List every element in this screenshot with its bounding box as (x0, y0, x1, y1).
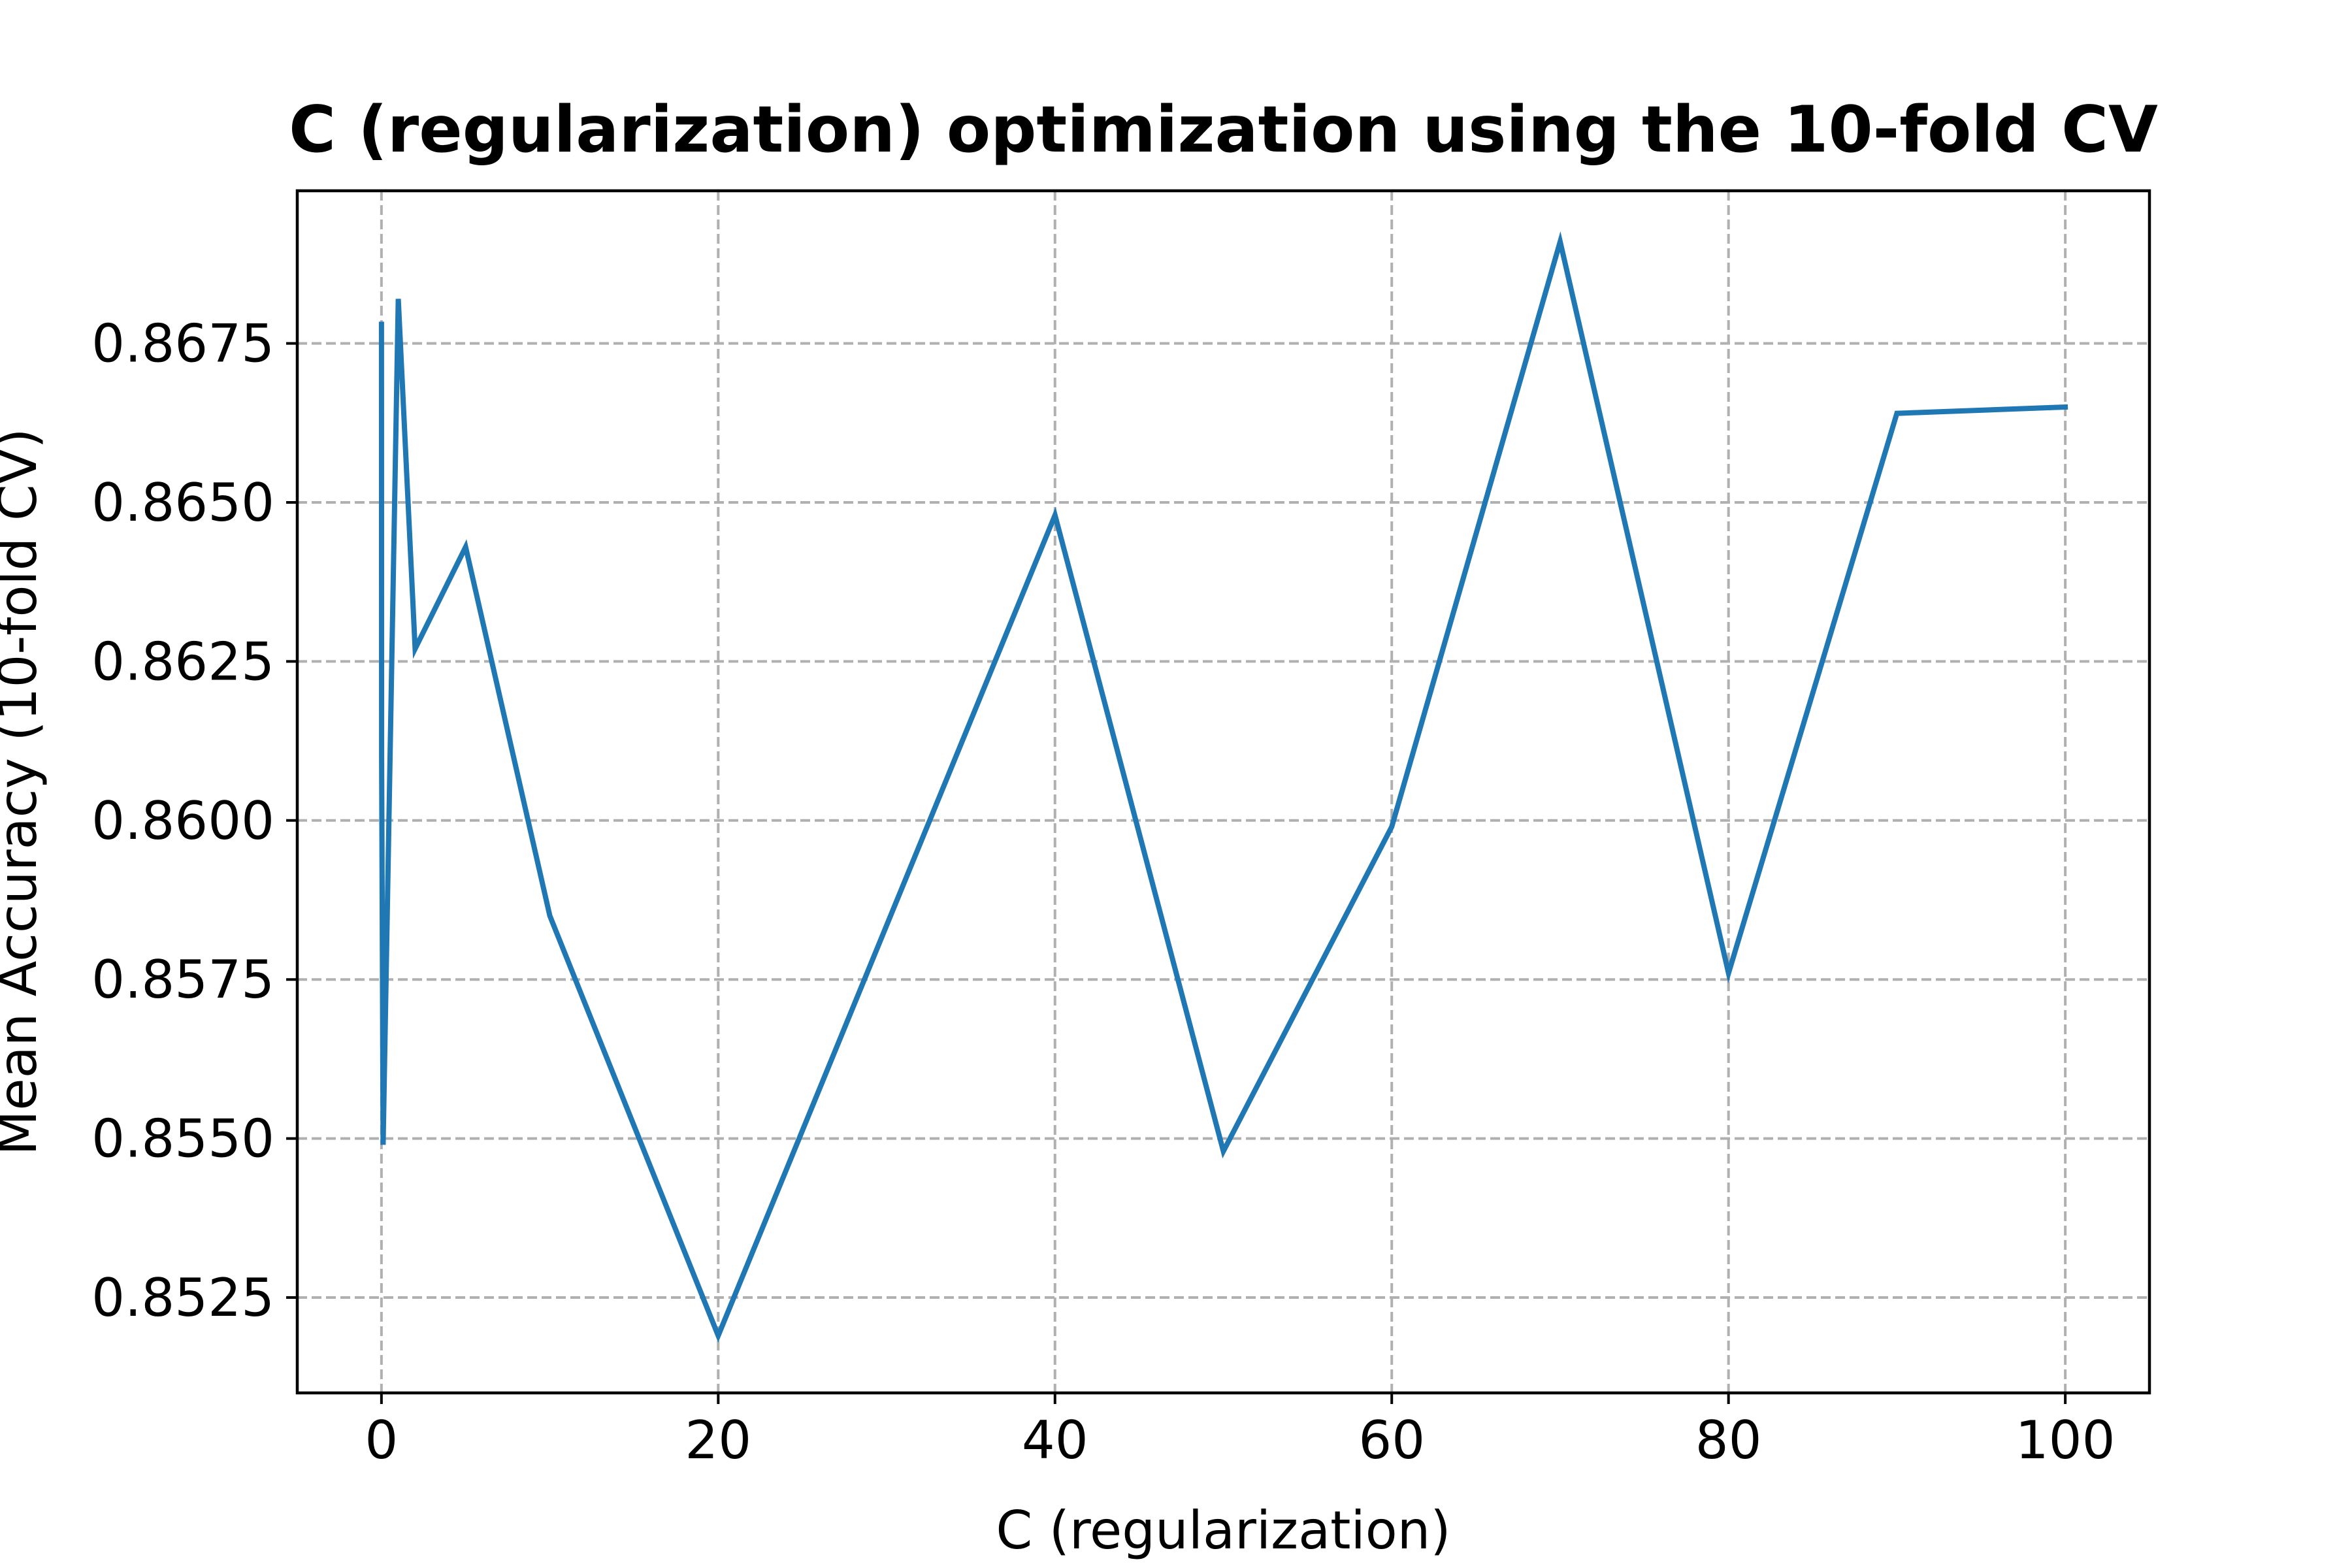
y-tick-label: 0.8575 (91, 949, 274, 1010)
y-tick-label: 0.8675 (91, 314, 274, 374)
plot-frame (295, 189, 2151, 1395)
y-axis-label: Mean Accuracy (10-fold CV) (0, 428, 48, 1155)
y-tick-label: 0.8550 (91, 1109, 274, 1169)
x-tick-label: 80 (1695, 1410, 1762, 1471)
ticks-layer: 0 20 40 60 80 100 0.8525 0.8550 0.8575 0.8600 0.86… (91, 314, 2115, 1471)
y-tick-label: 0.8600 (91, 791, 274, 851)
x-tick-label: 0 (365, 1410, 398, 1471)
x-axis-label: C (regularization) (996, 1500, 1450, 1561)
chart-title: C (regularization) optimization using th… (289, 93, 2158, 167)
x-tick-label: 100 (2016, 1410, 2115, 1471)
y-tick-label: 0.8625 (91, 631, 274, 692)
x-tick-label: 60 (1358, 1410, 1425, 1471)
series-layer (378, 231, 2068, 1343)
x-tick-label: 40 (1022, 1410, 1088, 1471)
x-tick-label: 20 (685, 1410, 751, 1471)
grid (297, 191, 2149, 1393)
series-line (378, 231, 2068, 1343)
y-tick-label: 0.8525 (91, 1267, 274, 1328)
y-tick-label: 0.8650 (91, 472, 274, 533)
